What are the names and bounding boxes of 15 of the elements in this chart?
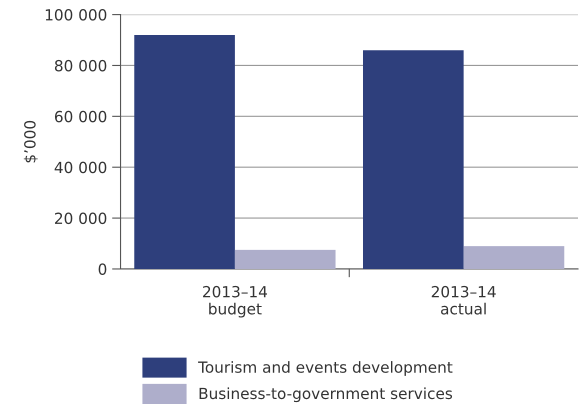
legend-label: Business-to-government services: [200, 387, 452, 402]
y-tick-label: 20 000: [55, 212, 106, 224]
legend-label: Tourism and events development: [198, 361, 452, 376]
bar: [234, 250, 336, 269]
y-axis-title: $’000: [24, 120, 38, 162]
y-tick-label: 100 000: [46, 9, 106, 21]
y-tick-label: 80 000: [54, 60, 106, 72]
bar: [134, 34, 235, 269]
x-tick-label: 2013–14 actual: [432, 286, 496, 315]
y-tick-label: 40 000: [54, 162, 106, 174]
x-tick-label: 2013–14 budget: [203, 286, 268, 318]
y-tick-label: 0: [98, 263, 106, 275]
bar: [362, 50, 464, 269]
bar: [464, 246, 564, 269]
y-tick-label: 60 000: [54, 110, 106, 122]
